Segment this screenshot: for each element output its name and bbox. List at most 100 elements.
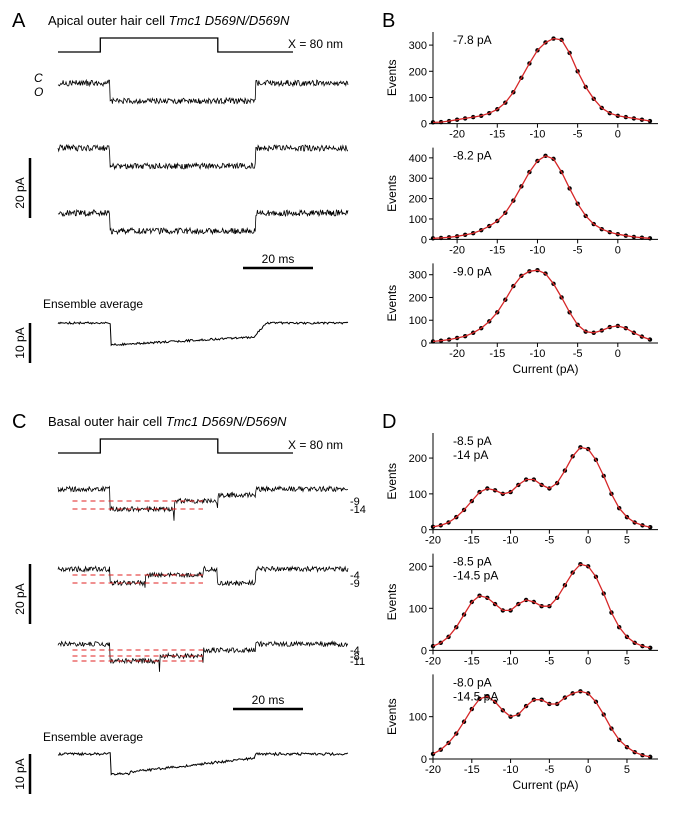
svg-text:-5: -5 (573, 244, 583, 256)
svg-text:-8.5 pA: -8.5 pA (453, 555, 492, 569)
svg-text:-20: -20 (425, 764, 441, 776)
panel-c-title-prefix: Basal outer hair cell (48, 414, 166, 429)
panel-d-svg: -20-15-10-5050100200Events-8.5 pA-14 pA-… (378, 409, 668, 819)
svg-text:-15: -15 (489, 244, 505, 256)
svg-text:-15: -15 (464, 764, 480, 776)
panel-c-svg: X = 80 nm-9-14-4-9-4-8-1120 pA20 msEnsem… (8, 409, 368, 819)
svg-text:-14: -14 (350, 504, 366, 516)
svg-text:-15: -15 (464, 655, 480, 667)
svg-text:X = 80 nm: X = 80 nm (288, 438, 343, 452)
svg-text:100: 100 (409, 712, 427, 724)
svg-text:0: 0 (421, 754, 427, 766)
svg-text:-5: -5 (573, 348, 583, 360)
panel-c: C Basal outer hair cell Tmc1 D569N/D569N… (8, 409, 368, 819)
svg-text:5: 5 (624, 535, 630, 547)
svg-text:-20: -20 (449, 244, 465, 256)
svg-text:-20: -20 (449, 348, 465, 360)
panel-c-title: Basal outer hair cell Tmc1 D569N/D569N (48, 414, 286, 429)
svg-text:-5: -5 (573, 129, 583, 141)
svg-text:C: C (34, 71, 43, 85)
svg-text:-8.2 pA: -8.2 pA (453, 149, 492, 163)
svg-text:-10: -10 (503, 535, 519, 547)
svg-text:-20: -20 (425, 535, 441, 547)
svg-text:20 ms: 20 ms (262, 252, 295, 266)
panel-a-genotype: Tmc1 D569N/D569N (169, 13, 290, 28)
svg-text:0: 0 (421, 338, 427, 350)
svg-text:Events: Events (385, 285, 399, 322)
svg-text:100: 100 (409, 315, 427, 327)
panel-a-svg: X = 80 nm CO 20 pA 20 ms Ensemble average 10 … (8, 8, 368, 403)
svg-text:0: 0 (585, 655, 591, 667)
svg-text:-7.8 pA: -7.8 pA (453, 33, 492, 47)
svg-text:-15: -15 (464, 535, 480, 547)
svg-text:Ensemble average: Ensemble average (43, 730, 143, 744)
svg-text:-5: -5 (544, 655, 554, 667)
svg-text:Events: Events (385, 584, 399, 621)
figure-root: A Apical outer hair cell Tmc1 D569N/D569… (8, 8, 669, 819)
svg-text:0: 0 (615, 244, 621, 256)
svg-text:400: 400 (409, 153, 427, 165)
svg-text:0: 0 (421, 645, 427, 657)
svg-text:-9.0 pA: -9.0 pA (453, 264, 492, 278)
svg-text:5: 5 (624, 764, 630, 776)
svg-text:200: 200 (409, 292, 427, 304)
svg-text:Current (pA): Current (pA) (512, 362, 578, 376)
svg-text:300: 300 (409, 270, 427, 282)
panel-b-svg: -20 -15 -10 -5 0 0 100 200 300 Events -7.8 pA -20 -1… (378, 8, 668, 403)
svg-text:X = 80 nm: X = 80 nm (288, 37, 343, 51)
svg-text:Events: Events (385, 175, 399, 212)
svg-text:200: 200 (409, 66, 427, 78)
svg-text:10 pA: 10 pA (13, 327, 27, 358)
svg-text:20 ms: 20 ms (252, 693, 285, 707)
svg-text:-15: -15 (489, 348, 505, 360)
panel-d-label: D (382, 411, 396, 434)
svg-text:Events: Events (385, 698, 399, 735)
svg-text:-10: -10 (503, 655, 519, 667)
svg-text:-8.5 pA: -8.5 pA (453, 434, 492, 448)
svg-text:-8.0 pA: -8.0 pA (453, 675, 492, 689)
svg-text:10 pA: 10 pA (13, 758, 27, 789)
svg-text:100: 100 (409, 92, 427, 104)
svg-text:20 pA: 20 pA (13, 177, 27, 208)
svg-text:-14.5 pA: -14.5 pA (453, 689, 498, 703)
panel-c-label: C (12, 411, 26, 434)
svg-text:-9: -9 (350, 578, 360, 590)
svg-text:0: 0 (615, 129, 621, 141)
svg-text:20 pA: 20 pA (13, 583, 27, 614)
panel-a: A Apical outer hair cell Tmc1 D569N/D569… (8, 8, 368, 403)
svg-text:200: 200 (409, 561, 427, 573)
panel-a-title-prefix: Apical outer hair cell (48, 13, 169, 28)
svg-text:-10: -10 (530, 129, 546, 141)
svg-text:100: 100 (409, 603, 427, 615)
panel-a-label: A (12, 10, 25, 33)
svg-text:0: 0 (585, 764, 591, 776)
svg-text:200: 200 (409, 453, 427, 465)
svg-text:O: O (34, 85, 43, 99)
svg-text:300: 300 (409, 40, 427, 52)
svg-text:-11: -11 (350, 656, 365, 668)
svg-text:100: 100 (409, 489, 427, 501)
svg-text:Ensemble average: Ensemble average (43, 297, 143, 311)
svg-text:Events: Events (385, 59, 399, 96)
svg-text:-15: -15 (489, 129, 505, 141)
svg-text:Events: Events (385, 463, 399, 500)
svg-text:-14.5 pA: -14.5 pA (453, 569, 498, 583)
svg-text:0: 0 (421, 234, 427, 246)
svg-text:-10: -10 (530, 348, 546, 360)
svg-text:0: 0 (421, 525, 427, 537)
panel-a-title: Apical outer hair cell Tmc1 D569N/D569N (48, 13, 289, 28)
svg-text:100: 100 (409, 214, 427, 226)
panel-b: B -20-15-10-500100200300Events-7.8 pA-20… (378, 8, 668, 403)
svg-text:-5: -5 (544, 535, 554, 547)
svg-text:-20: -20 (425, 655, 441, 667)
panel-c-genotype: Tmc1 D569N/D569N (166, 414, 287, 429)
panel-b-label: B (382, 10, 395, 33)
svg-text:0: 0 (585, 535, 591, 547)
svg-text:-14 pA: -14 pA (453, 448, 488, 462)
svg-text:-5: -5 (544, 764, 554, 776)
panel-d: D -20-15-10-5050100200Events-8.5 pA-14 p… (378, 409, 668, 819)
svg-text:Current (pA): Current (pA) (512, 778, 578, 792)
svg-text:200: 200 (409, 194, 427, 206)
svg-text:-20: -20 (449, 129, 465, 141)
svg-text:300: 300 (409, 173, 427, 185)
